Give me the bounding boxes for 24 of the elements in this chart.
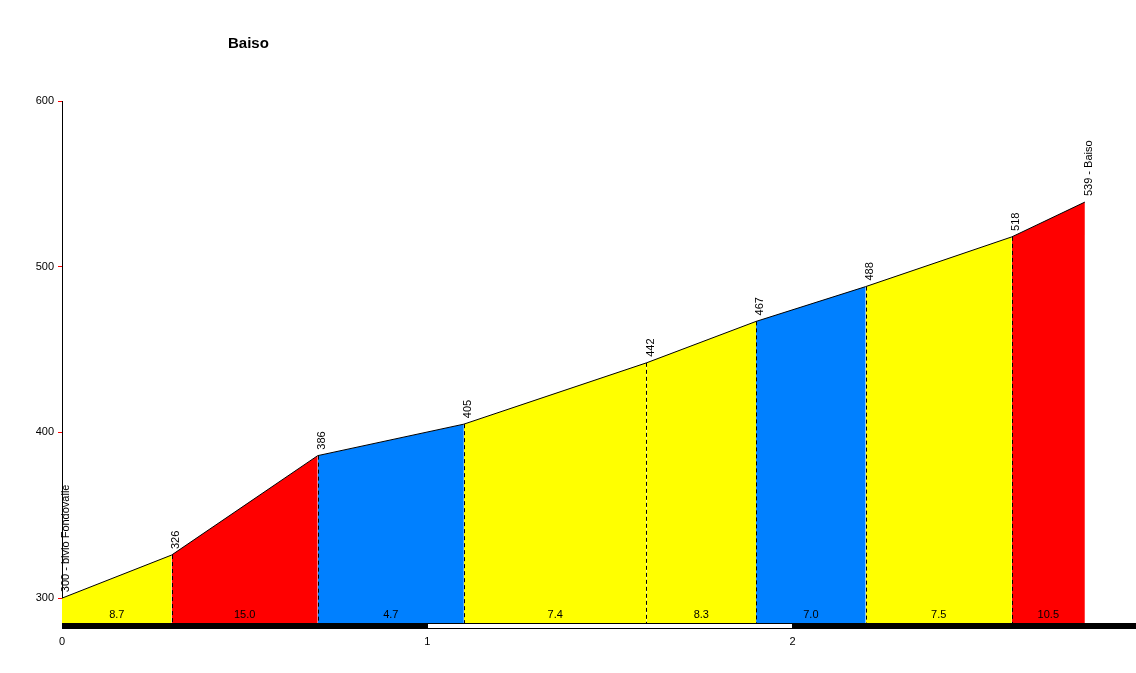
annotation: 7.5 <box>931 608 947 621</box>
data-label: 467 <box>753 297 766 316</box>
data-label: 518 <box>1008 212 1021 231</box>
y-tick-label: 600 <box>35 94 54 107</box>
annotation: 8.7 <box>109 608 125 621</box>
annotation: 7.0 <box>803 608 819 621</box>
annotation: 15.0 <box>233 608 256 621</box>
annotation: 4.7 <box>383 608 399 621</box>
annotation: 10.5 <box>1037 608 1060 621</box>
data-label: 326 <box>168 530 181 550</box>
y-tick-label: 500 <box>35 259 54 272</box>
data-label: 386 <box>314 431 327 450</box>
x-tick-label: 2 <box>789 634 796 647</box>
data-label: 442 <box>643 338 656 357</box>
chart-title: Baiso <box>228 34 269 52</box>
y-tick-label: 400 <box>35 425 54 438</box>
data-label: 488 <box>862 262 875 281</box>
data-label: 405 <box>460 399 473 419</box>
data-label: 539 - Baiso <box>1081 140 1094 197</box>
x-tick-label: 1 <box>424 634 431 647</box>
y-tick-label: 300 <box>35 591 54 604</box>
annotation: 8.3 <box>693 608 709 621</box>
x-tick-label: 0 <box>58 634 66 647</box>
annotation: 7.4 <box>547 608 563 621</box>
